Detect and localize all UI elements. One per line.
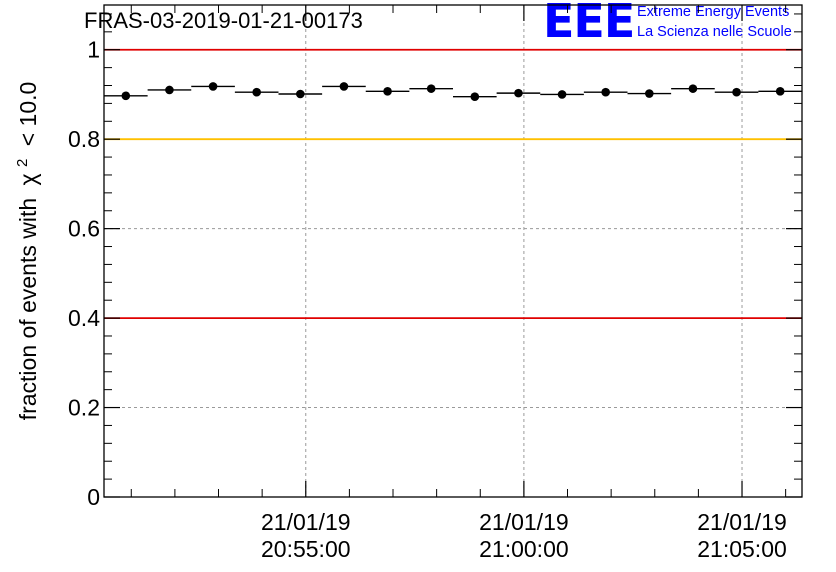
tick-labels: 00.20.40.60.8121/01/1920:55:0021/01/1921… <box>68 37 787 562</box>
data-point <box>688 84 698 93</box>
data-point <box>557 90 567 99</box>
x-tick-label-date: 21/01/19 <box>479 509 569 535</box>
data-point <box>296 89 305 99</box>
data-point <box>645 89 654 98</box>
chart-title: FRAS-03-2019-01-21-00173 <box>84 8 363 33</box>
eee-logo: EEE <box>543 0 635 48</box>
y-tick-label: 0.8 <box>68 126 100 152</box>
y-axis-label-suffix: < 10.0 <box>15 82 41 147</box>
y-tick-label: 0.4 <box>68 305 100 331</box>
data-point <box>165 85 174 95</box>
reference-lines <box>104 48 802 319</box>
data-point <box>470 92 480 101</box>
x-tick-label-time: 21:00:00 <box>479 536 569 562</box>
y-tick-label: 1 <box>87 37 100 63</box>
x-tick-label-time: 20:55:00 <box>261 536 351 562</box>
data-point <box>121 91 131 101</box>
data-point <box>775 87 785 96</box>
data-point <box>601 87 610 97</box>
axis-ticks <box>104 5 802 498</box>
data-point <box>339 82 349 91</box>
data-point <box>208 82 218 91</box>
x-tick-label-date: 21/01/19 <box>261 509 351 535</box>
y-axis-label-symbol: χ <box>15 173 41 185</box>
y-tick-label: 0 <box>87 484 100 510</box>
data-point <box>383 87 392 96</box>
plot-frame <box>103 4 803 498</box>
y-axis-label: fraction of events with χ 2 < 10.0 <box>6 82 41 421</box>
data-series <box>104 82 802 101</box>
data-point <box>732 87 741 97</box>
logo-line-2: La Scienza nelle Scuole <box>637 24 792 40</box>
data-point <box>426 84 436 93</box>
y-tick-label: 0.6 <box>68 216 100 242</box>
data-point <box>252 87 261 97</box>
y-tick-label: 0.2 <box>68 395 100 421</box>
logo-line-1: Extreme Energy Events <box>637 4 790 20</box>
x-tick-label-date: 21/01/19 <box>697 509 787 535</box>
data-point <box>514 88 523 98</box>
x-tick-label-time: 21:05:00 <box>697 536 787 562</box>
y-axis-label-superscript: 2 <box>14 159 31 167</box>
grid-layer <box>104 5 802 497</box>
y-axis-label-prefix: fraction of events with <box>15 198 41 420</box>
